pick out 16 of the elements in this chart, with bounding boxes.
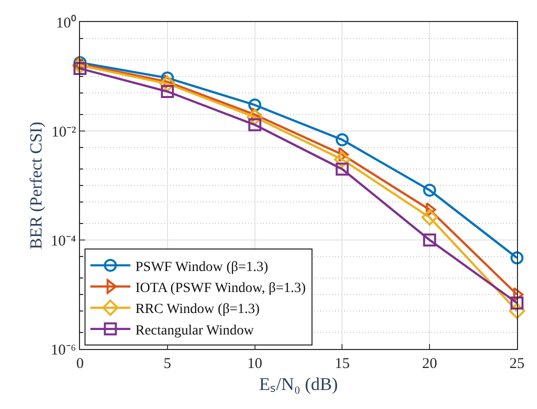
y-tick-label: 10⁰ [56,14,76,32]
x-tick-label: 20 [422,356,438,372]
legend-label: Rectangular Window [135,323,255,338]
x-tick-label: 15 [334,356,350,372]
y-tick-label: 10⁻⁴ [50,233,76,250]
legend-label: PSWF Window (β=1.3) [135,260,269,275]
x-tick-label: 25 [510,356,524,372]
legend-label: IOTA (PSWF Window, β=1.3) [135,280,306,296]
y-axis-title: BER (Perfect CSI) [26,122,46,250]
x-tick-label: 5 [164,356,172,372]
x-axis-title: Eₛ/N₀ (dB) [259,374,338,394]
y-tick-label: 10⁻² [52,124,76,140]
legend-label: RRC Window (β=1.3) [135,302,260,318]
x-tick-label: 10 [247,356,262,372]
x-tick-label: 0 [76,356,84,372]
y-tick-label: 10⁻⁶ [50,342,76,358]
